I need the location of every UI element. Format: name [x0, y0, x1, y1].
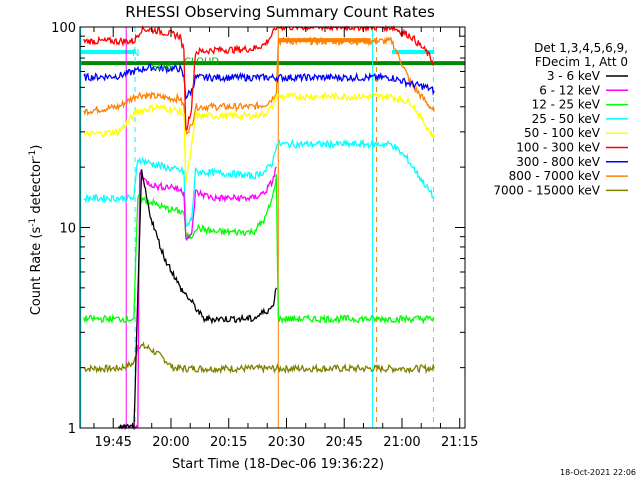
legend-label-5: 100 - 300 keV	[516, 141, 600, 155]
y-tick-label-2: 100	[51, 21, 76, 36]
annotation-0: N	[132, 48, 139, 59]
legend-label-6: 300 - 800 keV	[516, 155, 600, 169]
series-line-4	[83, 91, 435, 183]
plot-area: N SD6 CLOUD	[80, 24, 465, 431]
series-line-8	[83, 341, 435, 375]
series-line-5	[83, 24, 435, 131]
x-tick-label-1: 20:00	[152, 435, 189, 450]
legend-label-4: 50 - 100 keV	[524, 126, 601, 140]
x-tick-label-5: 21:00	[383, 435, 420, 450]
series-line-6	[83, 63, 435, 100]
chart-title: RHESSI Observing Summary Count Rates	[125, 3, 435, 21]
y-axis-label: Count Rate (s-1 detector-1)	[28, 145, 44, 316]
legend: Det 1,3,4,5,6,9, FDecim 1, Att 0 3 - 6 k…	[493, 41, 628, 197]
axes: 1 10 100 19:45 20:00 20:15 20:30 20:45 21:00 21:1…	[51, 21, 478, 450]
series-line-1	[118, 166, 277, 430]
legend-label-8: 7000 - 15000 keV	[493, 183, 600, 197]
x-tick-label-3: 20:30	[268, 435, 305, 450]
legend-header-line-2: FDecim 1, Att 0	[535, 55, 628, 69]
legend-label-3: 25 - 50 keV	[532, 112, 601, 126]
y-tick-label-0: 1	[68, 422, 76, 437]
annotation-1: SD6	[151, 62, 171, 73]
x-tick-label-2: 20:15	[210, 435, 247, 450]
footer-timestamp: 18-Oct-2021 22:06	[560, 468, 636, 477]
series-line-7	[83, 35, 435, 136]
annotation-2: CLOUD	[184, 57, 219, 68]
series-line-3	[83, 138, 435, 228]
series-line-2	[83, 174, 435, 325]
legend-label-7: 800 - 7000 keV	[509, 169, 601, 183]
legend-label-1: 6 - 12 keV	[539, 83, 601, 97]
x-axis-label: Start Time (18-Dec-06 19:36:22)	[172, 457, 384, 472]
y-tick-label-1: 10	[59, 222, 76, 237]
legend-label-2: 12 - 25 keV	[532, 98, 601, 112]
x-tick-label-6: 21:15	[441, 435, 478, 450]
x-tick-label-0: 19:45	[94, 435, 131, 450]
series-line-0	[117, 169, 278, 431]
x-tick-label-4: 20:45	[325, 435, 362, 450]
svg-text:Count Rate (s-1 detector-1): Count Rate (s-1 detector-1)	[28, 145, 44, 316]
legend-header-line-1: Det 1,3,4,5,6,9,	[534, 41, 628, 55]
legend-label-0: 3 - 6 keV	[547, 69, 601, 83]
